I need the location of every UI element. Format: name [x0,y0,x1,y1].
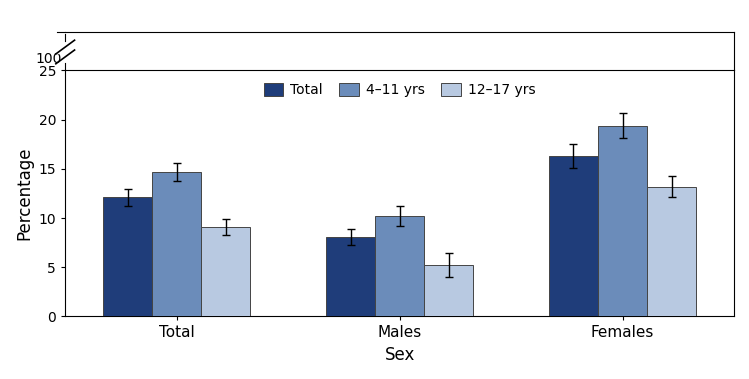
X-axis label: Sex: Sex [384,346,415,364]
Bar [201,227,250,316]
Text: 100: 100 [35,52,62,66]
Bar [375,216,424,316]
Legend: Total, 4–11 yrs, 12–17 yrs: Total, 4–11 yrs, 12–17 yrs [258,77,541,103]
Bar [647,186,696,316]
Bar [152,172,201,316]
Bar [57,51,73,53]
Y-axis label: Percentage: Percentage [15,147,33,240]
Bar [326,237,375,316]
Bar [103,197,152,316]
Bar [549,156,598,316]
Bar [598,125,647,316]
Bar [424,265,473,316]
